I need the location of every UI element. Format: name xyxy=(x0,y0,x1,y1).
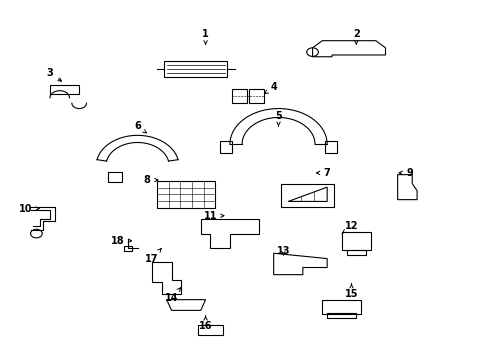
Text: 1: 1 xyxy=(202,28,208,44)
Text: 16: 16 xyxy=(199,316,212,332)
Bar xyxy=(50,85,79,94)
Bar xyxy=(324,141,336,153)
Bar xyxy=(157,181,215,208)
Text: 14: 14 xyxy=(164,288,181,303)
Text: 17: 17 xyxy=(145,248,161,264)
Bar xyxy=(346,249,366,255)
Bar xyxy=(341,232,370,249)
Bar xyxy=(220,141,232,153)
Text: 18: 18 xyxy=(111,236,131,246)
Bar xyxy=(249,89,264,103)
Text: 5: 5 xyxy=(275,111,282,126)
Text: 10: 10 xyxy=(19,203,39,213)
Bar xyxy=(123,246,131,251)
Text: 8: 8 xyxy=(143,175,158,185)
Text: 15: 15 xyxy=(344,284,358,299)
Text: 12: 12 xyxy=(341,221,358,233)
Bar xyxy=(232,89,246,103)
Bar xyxy=(322,300,361,314)
Text: 7: 7 xyxy=(316,168,330,178)
Text: 11: 11 xyxy=(203,211,224,221)
Text: 4: 4 xyxy=(264,82,277,94)
Text: 9: 9 xyxy=(398,168,412,178)
Text: 3: 3 xyxy=(46,68,61,81)
Bar xyxy=(198,325,222,336)
Bar xyxy=(164,61,227,77)
Text: 6: 6 xyxy=(134,121,146,133)
Text: 13: 13 xyxy=(276,247,289,256)
Bar xyxy=(281,184,334,207)
Bar xyxy=(326,313,356,318)
Text: 2: 2 xyxy=(352,28,359,44)
Bar xyxy=(108,172,122,182)
